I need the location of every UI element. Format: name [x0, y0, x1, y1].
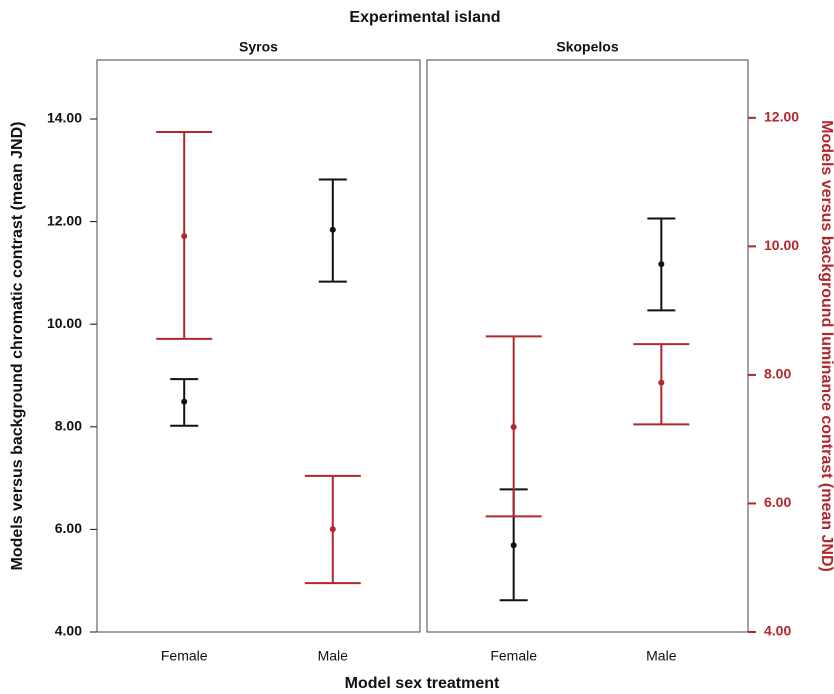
mean-point: [510, 542, 517, 549]
y-tick-label: 10.00: [47, 315, 82, 331]
y2-tick-label: 6.00: [764, 494, 791, 510]
y-tick-label: 12.00: [47, 212, 82, 228]
y2-tick-label: 8.00: [764, 366, 791, 382]
x-tick-label: Female: [161, 648, 208, 664]
y-tick-label: 14.00: [47, 110, 82, 126]
x-tick-label: Male: [646, 648, 677, 664]
x-tick-label: Female: [490, 648, 537, 664]
mean-point: [658, 379, 665, 386]
y2-tick-label: 4.00: [764, 623, 791, 639]
x-axis-title: Model sex treatment: [345, 675, 500, 692]
y2-axis-title: Models versus background luminance contr…: [818, 120, 834, 572]
y-tick-label: 4.00: [55, 623, 82, 639]
x-tick-label: Male: [318, 648, 349, 664]
mean-point: [329, 526, 336, 533]
y2-tick-label: 10.00: [764, 237, 799, 253]
chart-title: Experimental island: [349, 9, 500, 26]
mean-point: [329, 226, 336, 233]
y-tick-label: 6.00: [55, 520, 82, 536]
mean-point: [658, 261, 665, 268]
y-tick-label: 8.00: [55, 418, 82, 434]
panel-frame: [96, 59, 421, 633]
panel-title: Syros: [239, 39, 278, 55]
y2-tick-label: 12.00: [764, 109, 799, 125]
panel-frame: [426, 59, 749, 633]
mean-point: [181, 233, 188, 240]
mean-point: [181, 398, 188, 405]
panel-title: Skopelos: [556, 39, 618, 55]
mean-point: [510, 423, 517, 430]
y-axis-title: Models versus background chromatic contr…: [9, 122, 26, 571]
